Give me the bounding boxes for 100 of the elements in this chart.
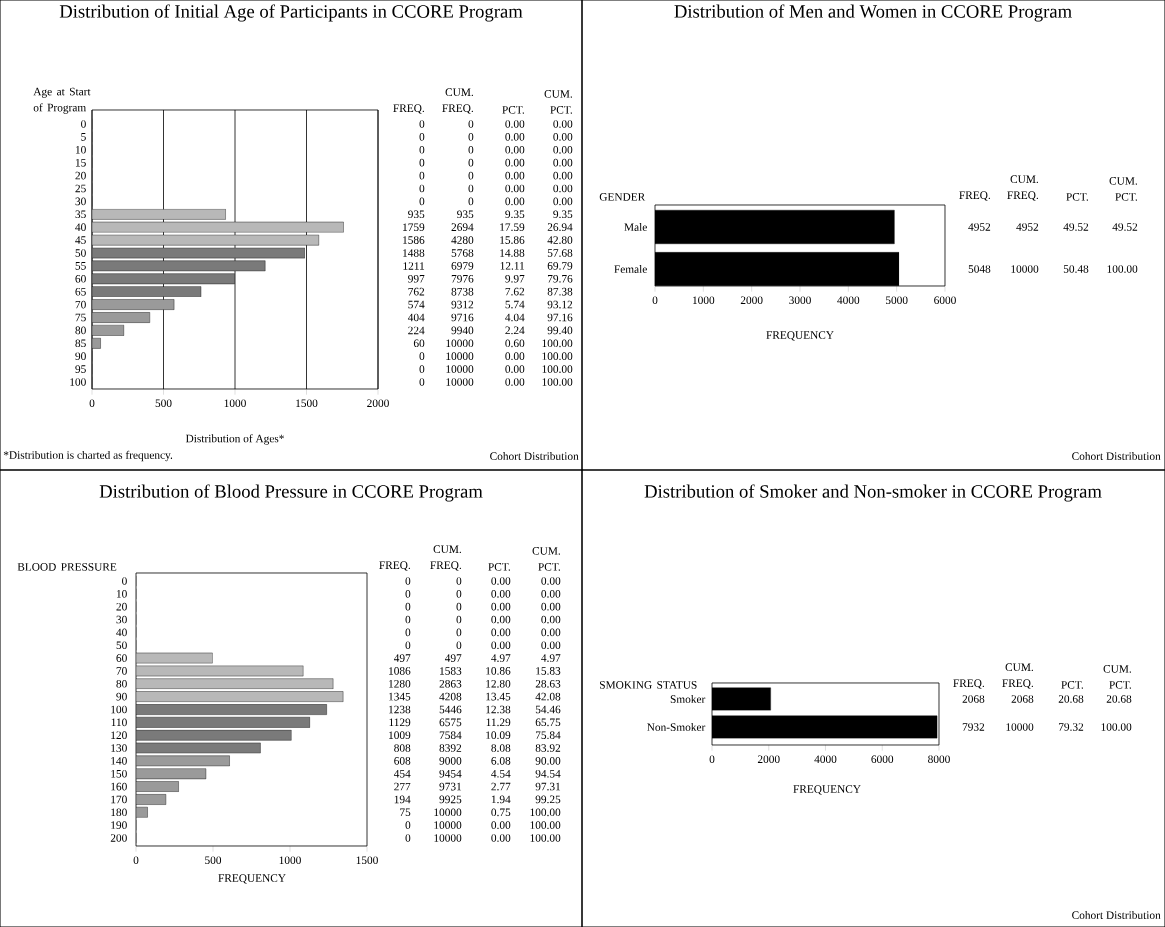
text: 5768 [451, 249, 474, 257]
y-tick-label: 90 [116, 692, 127, 701]
text: 2863 [439, 679, 462, 688]
text: 0.60 [505, 339, 525, 348]
text: 57.68 [547, 249, 573, 257]
text: 4.04 [505, 313, 525, 322]
text: 0.00 [553, 145, 573, 154]
text: 12.38 [486, 705, 511, 714]
text: 12.11 [500, 262, 525, 270]
text: 8738 [451, 287, 474, 296]
chart-title: Distribution of Initial Age of Participants in CCORE Program [59, 4, 523, 22]
y-tick-label: 30 [75, 197, 86, 206]
text: 0 [468, 145, 474, 154]
text: 10000 [1011, 265, 1039, 273]
data-label: 0 [419, 378, 425, 386]
text: 42.80 [547, 236, 573, 244]
text: 54.46 [535, 705, 561, 714]
text: 0.00 [491, 615, 511, 624]
y-tick-label: 0 [122, 577, 127, 585]
text: 0 [468, 120, 474, 128]
text: 100.00 [530, 808, 561, 817]
text: PCT. [1061, 681, 1083, 689]
y-tick-label: 200 [110, 834, 127, 842]
text: 0 [456, 577, 462, 585]
y-tick-label: 40 [116, 628, 127, 637]
data-label: 1280 [389, 679, 411, 688]
y-tick-label: 40 [75, 223, 86, 232]
text: *Distribution is charted as frequency. [3, 450, 173, 462]
text: 0 [456, 590, 462, 598]
x-tick-label: 4000 [814, 755, 837, 764]
x-tick-label: 2000 [757, 755, 780, 764]
text: 0.00 [553, 171, 573, 180]
data-label: 1238 [389, 705, 411, 714]
data-label: 224 [408, 326, 425, 335]
y-tick-label: 150 [111, 769, 127, 778]
text: 0.00 [553, 120, 573, 128]
data-label: 0 [419, 145, 425, 154]
text: 99.40 [547, 326, 573, 335]
data-label: 2068 [962, 695, 985, 703]
data-label: 277 [394, 782, 411, 791]
text: 10.86 [486, 667, 511, 675]
text: 65.75 [535, 718, 561, 727]
x-axis-title: FREQUENCY [218, 874, 286, 884]
text: 100.00 [1107, 265, 1138, 273]
y-tick-label: 190 [111, 821, 127, 829]
text: PCT. [1066, 193, 1088, 201]
data-label: 0 [419, 352, 425, 360]
text: 0.00 [553, 158, 573, 167]
data-label: 5048 [968, 265, 991, 273]
data-label: 1129 [389, 718, 411, 727]
text: 6979 [451, 262, 474, 270]
text: 14.88 [500, 249, 525, 257]
y-tick-label: 85 [75, 339, 86, 348]
text: 28.63 [535, 679, 561, 688]
data-label: 75 [400, 808, 411, 817]
y-tick-label: Female [614, 265, 647, 273]
text: 4.97 [491, 654, 511, 662]
y-tick-label: 50 [75, 249, 86, 257]
text: 26.94 [547, 223, 573, 232]
text: 50.48 [1063, 265, 1089, 273]
text: 5446 [439, 705, 462, 714]
data-label: 1488 [403, 249, 425, 257]
text: 0 [468, 158, 474, 167]
x-tick-label: 2000 [740, 296, 763, 305]
text: 4280 [451, 236, 474, 244]
x-tick-label: 0 [652, 296, 658, 305]
text: 9940 [451, 326, 474, 335]
text: 0 [468, 197, 474, 206]
text: 10000 [446, 339, 474, 348]
data-label: 0 [405, 602, 411, 611]
text: 4952 [1016, 223, 1039, 231]
y-tick-label: 100 [70, 378, 86, 386]
data-label: 0 [419, 133, 425, 141]
y-tick-label: 25 [75, 184, 86, 193]
text: 20.68 [1058, 695, 1084, 703]
data-label: 194 [394, 795, 411, 804]
y-tick-label: 70 [116, 667, 127, 675]
text: 8392 [439, 744, 462, 752]
text: 497 [444, 654, 462, 662]
text: 6.08 [491, 757, 511, 765]
text: 0.00 [505, 120, 525, 128]
text: 9.35 [553, 210, 573, 219]
x-tick-label: 0 [133, 856, 139, 865]
text: FREQ. [393, 104, 424, 114]
data-label: 0 [405, 834, 411, 842]
text: 69.79 [547, 262, 573, 270]
data-label: 762 [408, 287, 425, 296]
x-tick-label: 1000 [279, 856, 301, 865]
text: 0 [456, 602, 462, 611]
x-axis-title: FREQUENCY [793, 785, 861, 795]
text: 0.00 [491, 641, 511, 650]
text: 13.45 [486, 692, 511, 701]
y-tick-label: 10 [75, 145, 86, 154]
text: 0.00 [491, 834, 511, 842]
x-tick-label: 3000 [789, 296, 811, 305]
data-label: 0 [419, 184, 425, 193]
data-label: 0 [405, 577, 411, 585]
text: 7976 [451, 274, 474, 283]
text: 0.00 [505, 378, 525, 386]
text: 17.59 [500, 223, 525, 232]
